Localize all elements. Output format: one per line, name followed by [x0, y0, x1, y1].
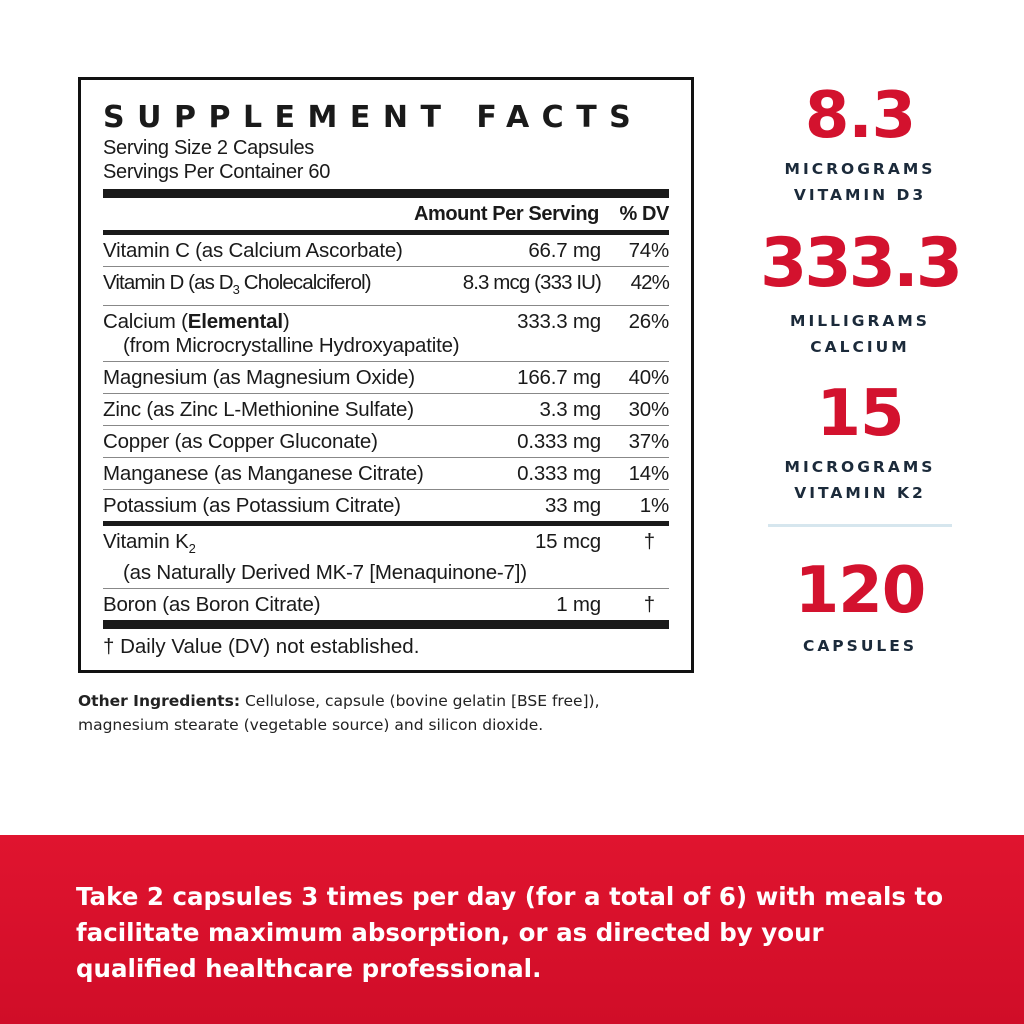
table-row: Vitamin D (as D3 Cholecalciferol) 8.3 mcg…: [103, 267, 670, 307]
table-row: Boron (as Boron Citrate) 1 mg †: [103, 593, 655, 617]
directions-text: Take 2 capsules 3 times per day (for a t…: [76, 882, 944, 983]
divider: [768, 524, 952, 527]
panel-title: SUPPLEMENT FACTS: [103, 100, 644, 135]
divider-thick: [103, 620, 669, 630]
other-ingredients: Other Ingredients: Cellulose, capsule (b…: [78, 692, 600, 734]
table-row: Vitamin K2 (as Naturally Derived MK-7 [Me…: [103, 526, 669, 590]
servings-per-container: Servings Per Container 60: [103, 161, 331, 183]
table-row: Magnesium (as Magnesium Oxide) 166.7 mg 40…: [103, 362, 669, 395]
table-row: Potassium (as Potassium Citrate) 33 mg 1%: [103, 494, 669, 518]
divider-thick: [103, 189, 669, 198]
table-row: Calcium (Elemental) (from Microcrystallin…: [103, 306, 669, 363]
divider-medium: [103, 230, 669, 235]
stats-column: 8.3 MICROGRAMS VITAMIN D3 333.3 MILLIGRA…: [760, 79, 963, 655]
divider-medium: [103, 521, 669, 527]
supplement-facts-panel: SUPPLEMENT FACTS Serving Size 2 Capsules…: [78, 77, 694, 673]
stat-value: 333.3: [760, 224, 963, 303]
table-row: Manganese (as Manganese Citrate) 0.333 mg…: [103, 458, 669, 491]
table-header: Amount Per Serving % DV: [103, 198, 669, 230]
stat-value: 120: [794, 554, 927, 628]
stat-value: 15: [816, 377, 904, 451]
table-row: Copper (as Copper Gluconate) 0.333 mg 37%: [103, 426, 669, 459]
header-dv: % DV: [619, 203, 669, 225]
table-row: Vitamin C (as Calcium Ascorbate) 66.7 mg 7…: [103, 235, 669, 267]
stat-value: 8.3: [804, 79, 916, 153]
footnote: † Daily Value (DV) not established.: [103, 635, 420, 659]
header-amount: Amount Per Serving: [413, 203, 599, 225]
serving-size: Serving Size 2 Capsules: [103, 137, 314, 159]
table-row: Zinc (as Zinc L-Methionine Sulfate) 3.3 m…: [103, 394, 669, 427]
directions-banner: Take 2 capsules 3 times per day (for a t…: [0, 835, 1024, 1024]
